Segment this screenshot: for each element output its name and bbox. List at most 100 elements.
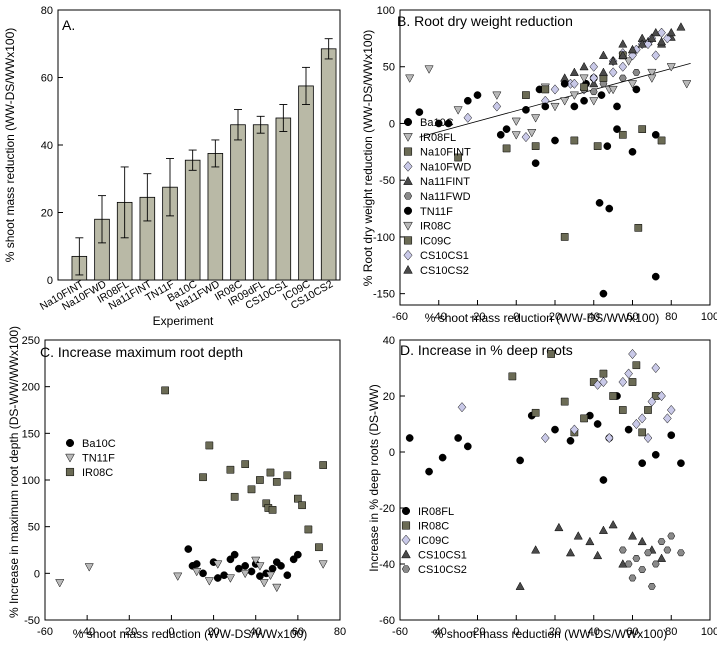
panel-c-data-point: [256, 476, 264, 484]
panel-b-data-point: [454, 153, 462, 162]
panel-d-data-point: [667, 532, 676, 540]
panel-c-data-point: [294, 550, 302, 559]
panel-b-data-point: [676, 22, 686, 31]
panel-b-data-point: [637, 39, 647, 48]
panel-b-data-point: [434, 119, 443, 128]
panel-d-x-tick-label: 0: [513, 626, 519, 638]
panel-b-data-point: [424, 65, 434, 74]
panel-b-data-point: [569, 91, 579, 100]
panel-c-data-point: [315, 543, 323, 552]
panel-b-data-point: [589, 88, 598, 96]
panel-a-x-axis-label: Experiment: [153, 314, 214, 328]
panel-b-data-point: [560, 97, 570, 106]
panel-a-y-tick-label: 0: [47, 275, 53, 287]
panel-b-data-point: [651, 27, 661, 37]
panel-b-data-point: [415, 108, 424, 116]
panel-d-data-point: [647, 396, 657, 407]
panel-c-data-point: [241, 460, 250, 468]
panel-a-y-tick-label: 80: [41, 5, 53, 17]
panel-c-data-point: [161, 386, 169, 395]
panel-b-y-axis-label: % Root dry weight reduction (WW-DS/WWx10…: [361, 30, 375, 287]
panel-b-legend-marker: [403, 161, 413, 172]
panel-c-y-tick-label: 0: [34, 568, 40, 580]
panel-b-data-point: [527, 129, 537, 138]
panel-c-data-point: [240, 569, 250, 579]
panel-b-data-point: [627, 80, 638, 89]
panel-d-legend-label: CS10CS2: [418, 564, 467, 576]
panel-d-data-point: [651, 560, 660, 568]
panel-c-legend-label: Ba10C: [82, 438, 116, 450]
panel-b-data-point: [657, 136, 666, 145]
panel-d-data-point: [647, 583, 656, 590]
panel-c-data-point: [255, 562, 265, 571]
panel-d-data-point: [573, 531, 583, 540]
panel-b-data-point: [550, 84, 560, 95]
panel-b-data-point: [627, 44, 638, 54]
panel-b-data-point: [531, 114, 541, 123]
panel-b-data-point: [618, 50, 628, 59]
panel-b-data-point: [473, 91, 482, 99]
panel-c-legend-label: TN11F: [82, 453, 115, 465]
panel-d-x-tick-label: 100: [701, 626, 717, 638]
panel-c-data-point: [230, 492, 239, 501]
panel-b-legend-marker: [403, 221, 413, 231]
panel-c-data-point: [265, 571, 276, 581]
panel-b-data-point: [589, 78, 599, 88]
panel-c-data-point: [272, 478, 281, 486]
panel-c-legend-marker: [65, 438, 75, 448]
panel-d-data-point: [644, 549, 652, 557]
panel-c-data-point: [84, 563, 94, 572]
panel-c-data-point: [225, 574, 235, 583]
panel-a-y-axis-label: % shoot mass reduction (WW-DS/WWx100): [3, 28, 17, 263]
panel-c-title: C. Increase maximum root depth: [40, 344, 243, 360]
panel-b-data-point: [651, 130, 660, 139]
panel-d-y-tick-label: -20: [379, 503, 395, 515]
panel-b-data-point: [598, 67, 608, 76]
panel-d-legend-marker: [401, 534, 411, 546]
panel-c-y-tick-label: 150: [22, 428, 40, 440]
panel-d-x-tick-label: 20: [549, 626, 561, 638]
panel-c-data-point: [204, 577, 214, 586]
panel-c-x-tick-label: -20: [121, 626, 137, 638]
panel-d-x-axis-label: % shoot mass reduction (WW-DS/WWx100): [433, 627, 668, 641]
panel-b-data-point: [463, 96, 472, 105]
panel-b-y-tick-label: 0: [389, 118, 395, 130]
panel-c-data-point: [294, 494, 302, 503]
panel-d-y-tick-label: -40: [379, 559, 395, 571]
panel-b-legend-marker: [403, 264, 413, 274]
panel-b-data-point: [593, 142, 602, 151]
panel-b-data-point: [647, 68, 657, 78]
panel-b-data-point: [666, 63, 676, 72]
panel-d-data-point: [618, 559, 628, 568]
panel-b-data-point: [551, 136, 559, 145]
panel-d-data-point: [593, 550, 603, 560]
panel-d-data-point: [457, 402, 467, 413]
panel-d-y-tick-label: -60: [379, 615, 395, 627]
panel-b-x-tick-label: 0: [513, 311, 519, 323]
panel-d-data-point: [554, 522, 564, 532]
panel-d-data-point: [566, 436, 575, 445]
panel-d-data-point: [593, 420, 602, 428]
panel-a-title: A.: [62, 17, 75, 33]
panel-a-bar: [207, 153, 224, 281]
panel-a-bar: [184, 159, 201, 281]
panel-d-data-point: [618, 546, 627, 554]
panel-b-data-point: [589, 73, 599, 84]
panel-d-data-point: [551, 425, 559, 434]
panel-d-data-point: [454, 434, 462, 442]
panel-d-data-point: [547, 350, 555, 358]
panel-d-y-tick-label: 0: [389, 447, 395, 459]
panel-b-data-point: [502, 125, 511, 133]
panel-b-data-point: [580, 83, 588, 92]
panel-d-data-point: [624, 425, 633, 434]
panel-d-data-point: [565, 547, 576, 557]
panel-b-data-point: [521, 132, 531, 143]
panel-d-data-point: [405, 434, 414, 442]
panel-b-data-point: [560, 233, 569, 241]
panel-d-data-point: [628, 378, 637, 386]
panel-b-data-point: [511, 131, 521, 140]
panel-b-data-point: [444, 119, 453, 128]
panel-c-legend-marker: [65, 453, 75, 463]
panel-d-data-point: [632, 555, 641, 562]
panel-d-data-point: [604, 432, 614, 444]
